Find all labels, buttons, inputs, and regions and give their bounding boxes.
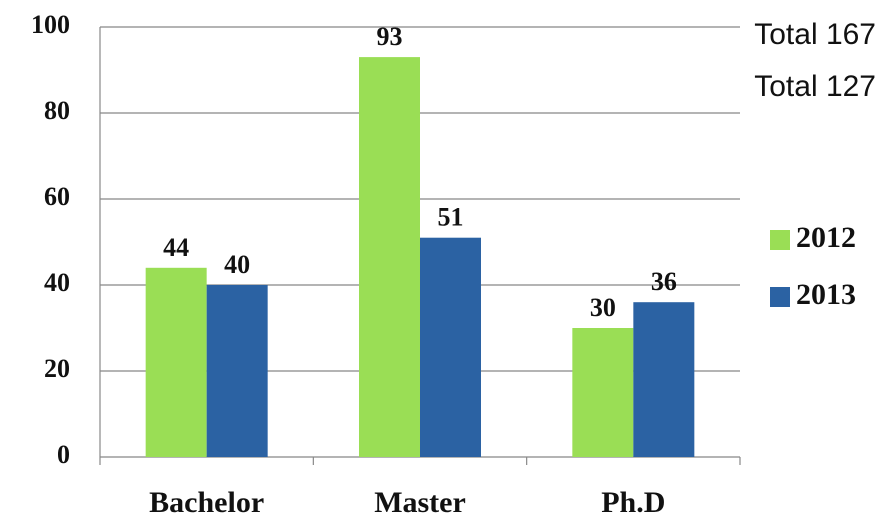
- y-tick-label: 40: [44, 268, 70, 297]
- y-tick-label: 0: [57, 440, 70, 469]
- y-tick-label: 20: [44, 354, 70, 383]
- x-tick-label: Master: [374, 486, 466, 519]
- bar: [633, 302, 695, 457]
- y-tick-label: 100: [31, 10, 70, 39]
- y-tick-label: 60: [44, 182, 70, 211]
- bar: [145, 267, 207, 457]
- data-label: 30: [590, 293, 616, 322]
- bar: [359, 57, 420, 457]
- data-label: 93: [377, 22, 403, 51]
- x-tick-label: Bachelor: [149, 486, 264, 519]
- legend-swatch: [770, 287, 790, 307]
- bar: [572, 328, 634, 457]
- y-tick-label: 80: [44, 96, 70, 125]
- annotation: Total 127: [754, 70, 876, 103]
- data-label: 51: [438, 203, 464, 232]
- data-label: 36: [651, 267, 677, 296]
- data-label: 44: [163, 233, 189, 262]
- x-tick-label: Ph.D: [601, 486, 665, 519]
- legend-label: 2012: [796, 221, 856, 254]
- bar: [420, 237, 481, 457]
- legend-swatch: [770, 230, 790, 250]
- data-label: 40: [224, 250, 250, 279]
- bar: [206, 285, 268, 457]
- annotation: Total 167: [754, 18, 876, 51]
- legend-label: 2013: [796, 278, 856, 311]
